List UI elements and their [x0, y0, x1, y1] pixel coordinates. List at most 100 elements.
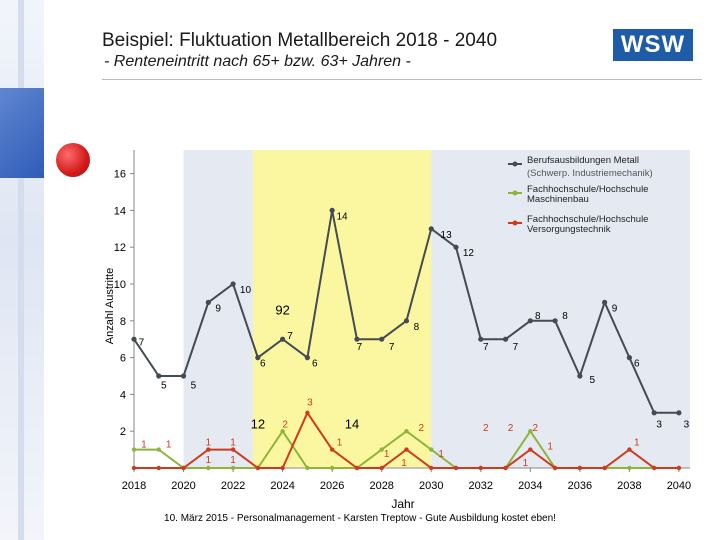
series-2-point-2032 [478, 465, 483, 471]
point-label-6: 7 [287, 331, 293, 342]
series-0-point-2040 [676, 410, 682, 416]
decor-blue-square [0, 88, 44, 178]
series-2-point-2039 [651, 465, 657, 471]
point-label-1: 5 [161, 381, 167, 392]
series-2-point-2021 [206, 447, 211, 452]
point-label-14: 7 [483, 342, 489, 353]
legend-sublabel-0: (Schwerp. Industriemechanik) [527, 168, 653, 179]
point-label-11: 8 [414, 322, 420, 333]
point-label-20: 6 [634, 359, 640, 370]
series-2-point-2037 [602, 465, 607, 471]
series-0-point-2021 [205, 299, 211, 305]
legend-marker-2 [512, 220, 518, 226]
point-label-24: 12 [251, 416, 265, 431]
point-label-35: 1 [384, 449, 390, 460]
series-0-point-2025 [304, 355, 310, 361]
legend-label-2-0: Fachhochschule/Hochschule [527, 214, 648, 225]
series-2-point-2027 [354, 465, 360, 471]
y-tick-label-2: 2 [120, 426, 126, 438]
footer-text: 10. März 2015 - Personalmanagement - Kar… [164, 513, 556, 524]
point-label-29: 1 [166, 440, 172, 451]
series-1-point-2029 [404, 429, 409, 434]
point-label-36: 1 [401, 458, 407, 469]
y-tick-label-14: 14 [114, 205, 126, 217]
series-0-point-2022 [230, 281, 236, 287]
point-label-25: 14 [345, 416, 359, 431]
y-axis-label: Anzahl Austritte [104, 268, 116, 344]
point-label-26: 3 [307, 397, 313, 408]
series-2-point-2026 [329, 447, 335, 452]
point-label-32: 1 [206, 455, 212, 466]
x-tick-label-2034: 2034 [518, 480, 542, 492]
page-subtitle: - Renteneintritt nach 65+ bzw. 63+ Jahre… [104, 53, 411, 70]
x-tick-label-2024: 2024 [270, 480, 294, 492]
series-2-point-2023 [255, 465, 261, 471]
series-2-point-2033 [503, 465, 508, 471]
series-2-point-2035 [552, 465, 558, 471]
point-label-40: 2 [508, 423, 514, 434]
point-label-18: 5 [589, 375, 595, 386]
series-1-point-2026 [329, 465, 335, 471]
point-label-19: 9 [612, 303, 618, 314]
point-label-39: 2 [483, 423, 489, 434]
point-label-30: 1 [206, 438, 212, 449]
point-label-23: 92 [275, 302, 289, 317]
point-label-41: 2 [532, 423, 538, 434]
point-label-44: 1 [634, 438, 640, 449]
point-label-9: 7 [357, 342, 363, 353]
series-0-point-2032 [478, 336, 484, 342]
series-1-point-2018 [131, 447, 137, 452]
point-label-28: 1 [141, 440, 147, 451]
series-1-point-2038 [627, 465, 632, 471]
series-2-point-2020 [181, 465, 186, 471]
point-label-4: 10 [240, 285, 252, 296]
x-axis-label: Jahr [391, 497, 414, 511]
point-label-37: 2 [419, 423, 425, 434]
point-label-34: 1 [337, 438, 343, 449]
x-tick-label-2028: 2028 [369, 480, 393, 492]
point-label-0: 7 [139, 337, 145, 348]
y-tick-label-12: 12 [114, 242, 126, 254]
series-2-point-2018 [131, 465, 137, 471]
wsw-logo: WSW [613, 29, 693, 61]
point-label-17: 8 [562, 311, 568, 322]
point-label-8: 14 [337, 211, 349, 222]
point-label-16: 8 [535, 311, 541, 322]
series-1-point-2034 [528, 429, 533, 434]
series-1-point-2024 [280, 429, 285, 434]
series-1-point-2030 [429, 447, 434, 452]
point-label-21: 3 [656, 419, 662, 430]
y-tick-label-16: 16 [114, 169, 126, 181]
legend-marker-1 [512, 190, 518, 196]
point-label-43: 1 [523, 458, 529, 469]
series-2-point-2024 [280, 465, 285, 471]
header-divider [102, 79, 702, 80]
x-tick-label-2038: 2038 [617, 480, 641, 492]
point-label-22: 3 [684, 419, 690, 430]
series-1-point-2025 [305, 465, 310, 471]
series-0-point-2018 [131, 336, 137, 342]
point-label-5: 6 [260, 359, 266, 370]
x-tick-label-2032: 2032 [469, 480, 493, 492]
series-0-point-2030 [428, 226, 434, 232]
legend-label-1-0: Fachhochschule/Hochschule [527, 184, 648, 195]
series-2-point-2040 [676, 465, 682, 471]
x-tick-label-2022: 2022 [221, 480, 245, 492]
series-0-point-2026 [329, 207, 335, 213]
series-lines [131, 207, 682, 471]
x-tick-label-2020: 2020 [171, 480, 195, 492]
y-tick-label-10: 10 [114, 279, 126, 291]
shaded-band-1 [252, 150, 432, 468]
y-tick-label-6: 6 [120, 353, 126, 365]
series-0-point-2039 [651, 410, 657, 416]
series-2-point-2029 [404, 447, 409, 452]
series-0-point-2029 [403, 318, 410, 324]
series-0-point-2027 [354, 336, 360, 342]
page-title: Beispiel: Fluktuation Metallbereich 2018… [102, 30, 498, 51]
point-label-12: 13 [441, 230, 453, 241]
x-tick-label-2018: 2018 [122, 480, 146, 492]
point-label-27: 2 [282, 419, 288, 430]
legend-label-2-1: Versorgungstechnik [527, 224, 611, 235]
